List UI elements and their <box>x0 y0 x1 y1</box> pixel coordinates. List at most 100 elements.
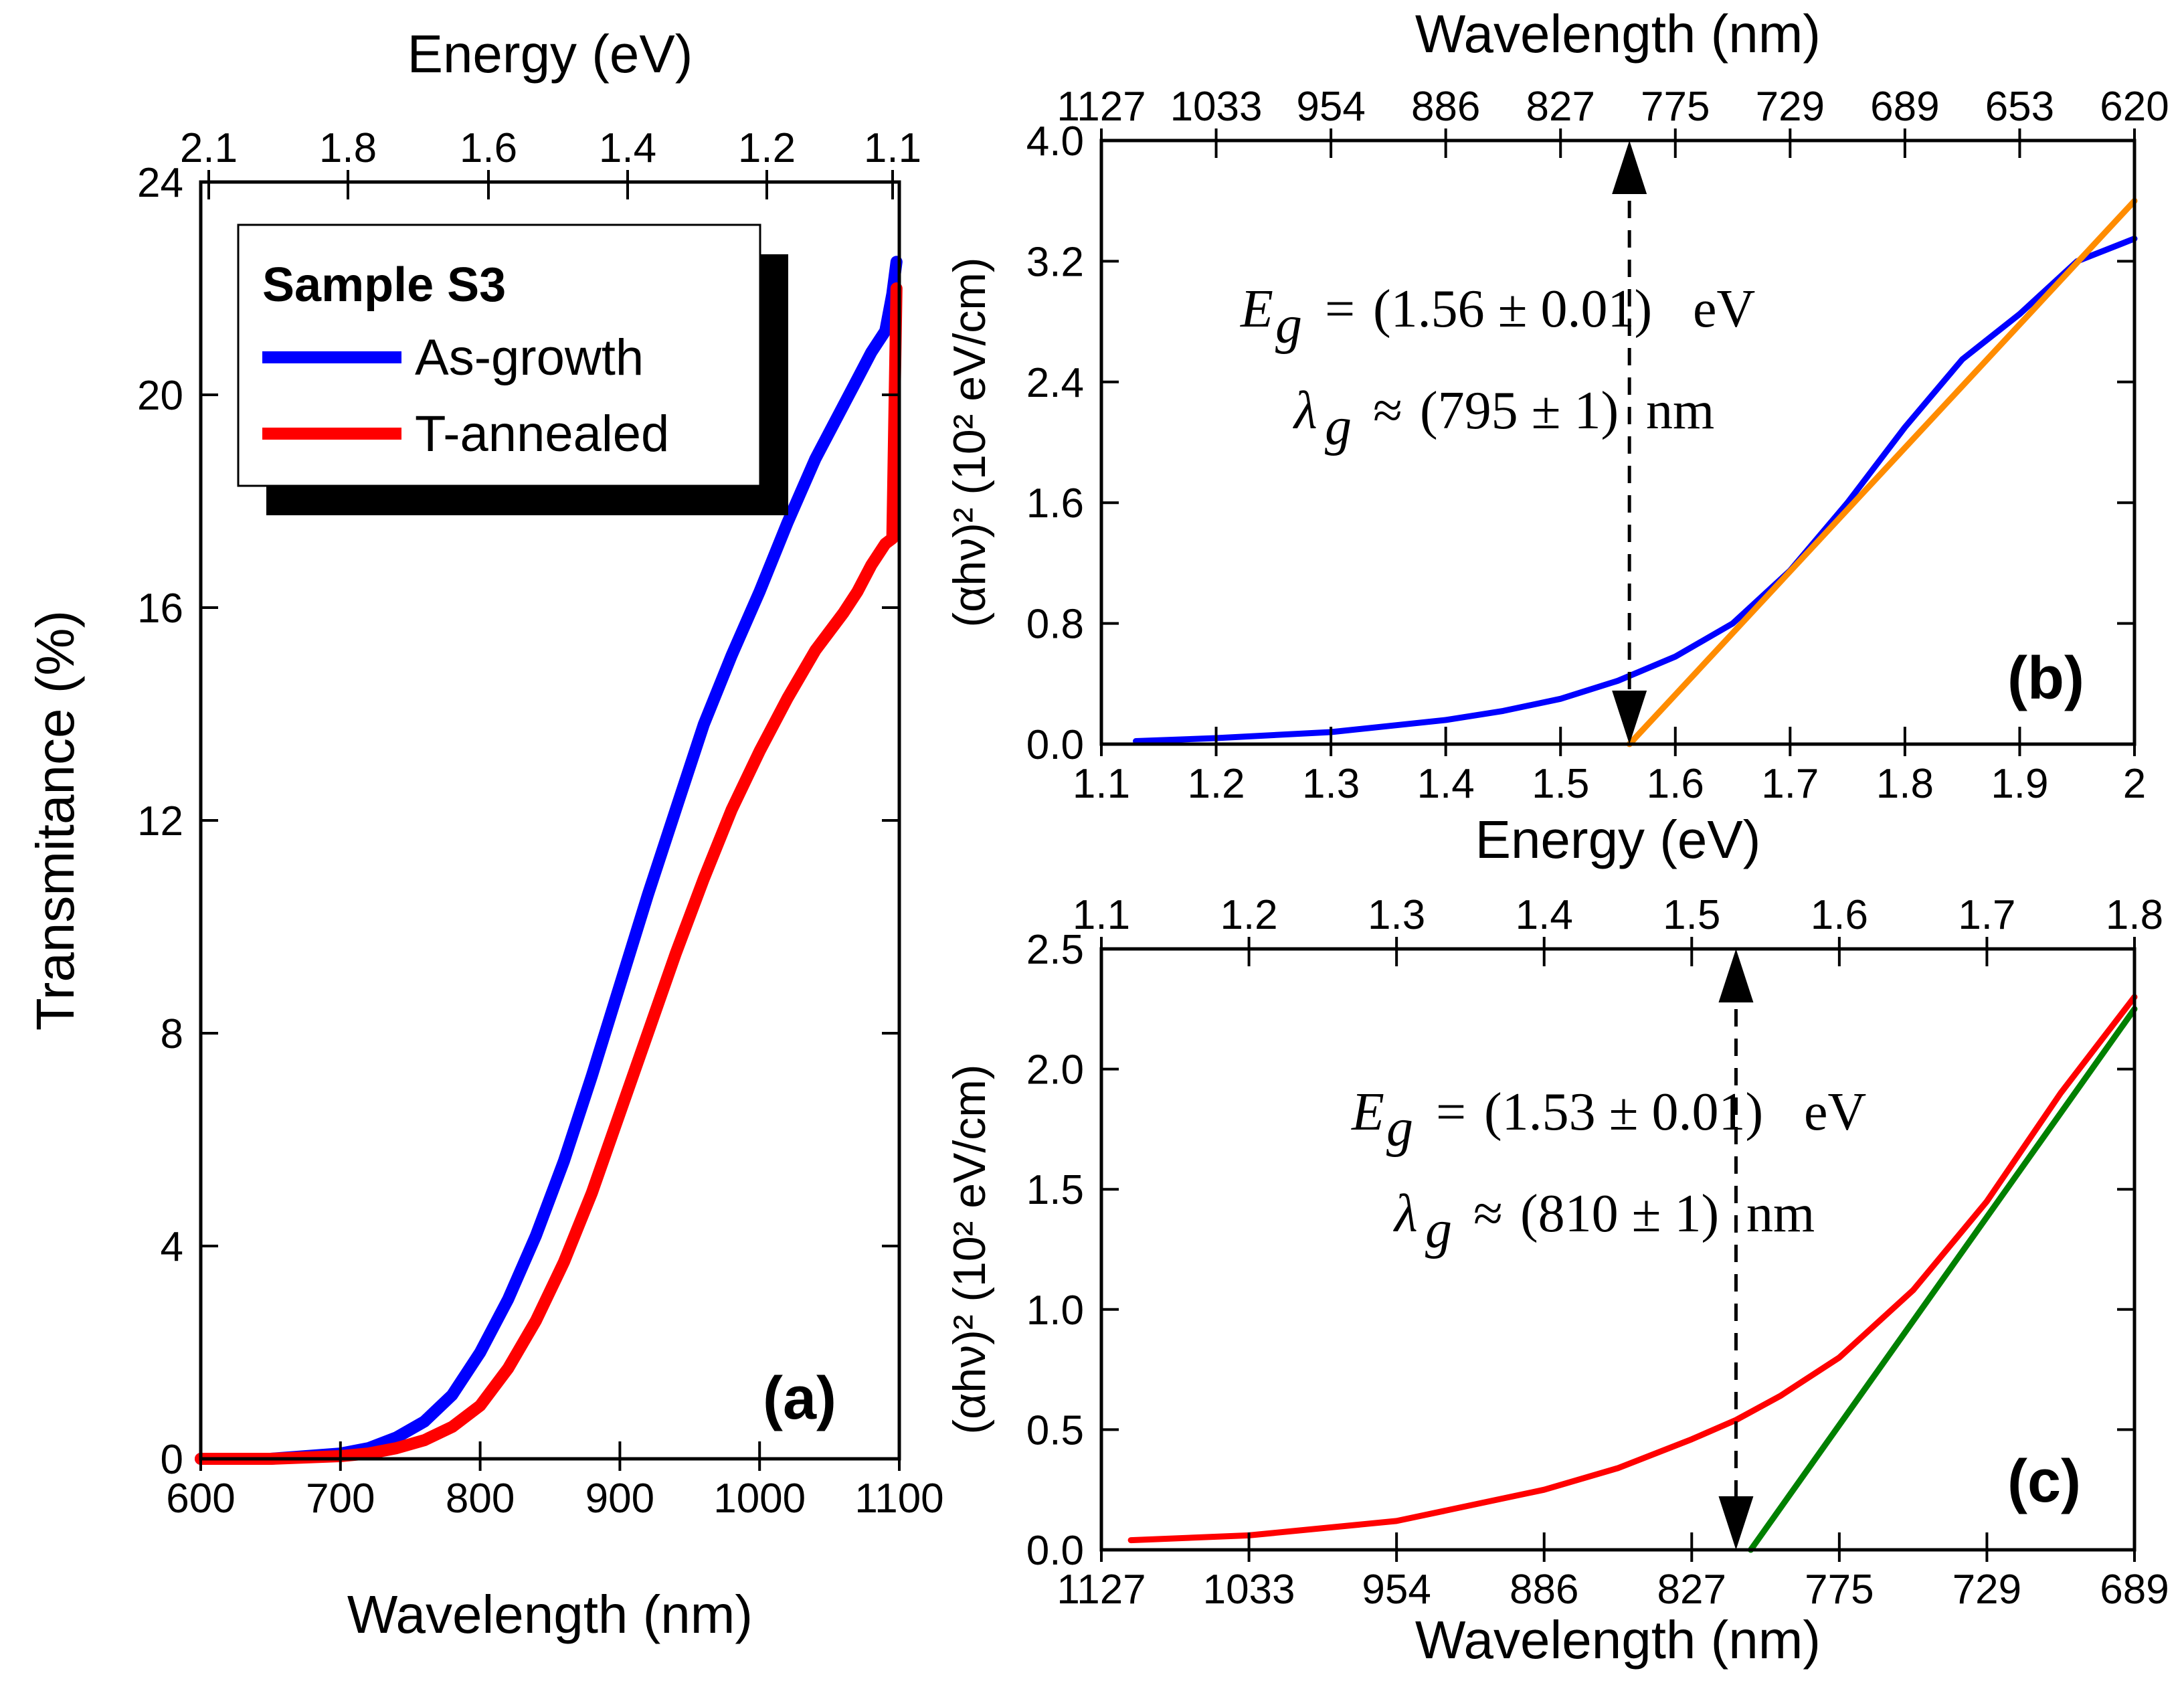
panel-c-y-axis-label: (αhν)² (10² eV/cm) <box>944 1064 995 1434</box>
panel-b-top-tick-label: 653 <box>1985 84 2054 130</box>
panel-a-x-tick-label: 800 <box>446 1476 515 1522</box>
panel-b-eq-wavelength-symbol: λ <box>1293 381 1317 440</box>
panel-b-x-tick-label: 1.2 <box>1187 761 1245 807</box>
panel-c-eq-energy-symbol: E <box>1351 1083 1384 1142</box>
panel-c-top-tick-label: 1.8 <box>2106 892 2163 938</box>
panel-b-y-tick-label: 4.0 <box>1026 118 1084 165</box>
panel-a-y-tick-label: 4 <box>161 1224 183 1270</box>
panel-a-y-tick-label: 24 <box>137 160 183 206</box>
panel-b-top-tick-label: 1127 <box>1057 84 1146 130</box>
panel-c-eq-approx: ≈ <box>1473 1184 1503 1243</box>
panel-c-y-tick-label: 2.5 <box>1026 927 1084 973</box>
panel-a-series-as-growth <box>195 256 903 1465</box>
panel-c-x-tick-label: 1033 <box>1203 1567 1295 1613</box>
panel-b-top-tick-label: 620 <box>2100 84 2169 130</box>
panel-b-series-group <box>1133 197 2138 747</box>
panel-a-top-tick-label: 2.1 <box>180 125 238 171</box>
panel-b-y-tick-label: 1.6 <box>1026 480 1084 527</box>
panel-b-x-tick-label: 1.3 <box>1302 761 1360 807</box>
panel-c-x-tick-label: 689 <box>2100 1567 2169 1613</box>
panel-c-top-tick-label: 1.4 <box>1516 892 1573 938</box>
panel-b-bandgap-arrow <box>1612 141 1647 744</box>
panel-a-x-tick-label: 700 <box>306 1476 375 1522</box>
panel-c-frame <box>1099 947 2136 1552</box>
panel-b-y-tick-label: 2.4 <box>1026 360 1084 406</box>
panel-c-x-tick-label: 775 <box>1805 1567 1874 1613</box>
panel-b-top-tick-label: 1033 <box>1170 84 1263 130</box>
panel-c-series-group <box>1127 994 2138 1553</box>
panel-c-x-tick-label: 886 <box>1510 1567 1578 1613</box>
panel-c-top-tick-label: 1.6 <box>1811 892 1868 938</box>
panel-b-ticks: 1.1 1.2 1.3 1.4 1.5 1.6 1.7 1.8 1.9 2 0.0 0.8 1.6 2.4… <box>1026 84 2169 807</box>
panel-b-top-tick-label: 689 <box>1870 84 1939 130</box>
panel-a-top-tick-label: 1.6 <box>460 125 517 171</box>
panel-c-eq-wavelength-subscript: g <box>1425 1201 1452 1259</box>
panel-b-top-axis-label: Wavelength (nm) <box>1415 4 1821 64</box>
panel-c-eq-energy-unit: eV <box>1804 1083 1866 1142</box>
panel-b-x-tick-label: 2 <box>2123 761 2146 807</box>
panel-b-series-fit <box>1626 197 2138 747</box>
panel-c-equation-energy: E g = (1.53 ± 0.01) eV <box>1351 1083 1866 1158</box>
panel-c-eq-energy-value: (1.53 ± 0.01) <box>1484 1083 1763 1142</box>
panel-c-top-tick-label: 1.3 <box>1368 892 1425 938</box>
panel-a-ticks: 600 700 800 900 1000 1100 0 4 8 12 16 20 242.1 1.8 1.6… <box>137 125 944 1522</box>
panel-a-top-tick-label: 1.4 <box>599 125 656 171</box>
panel-b-eq-approx: ≈ <box>1373 381 1402 440</box>
panel-b-y-tick-label: 0.8 <box>1026 602 1084 648</box>
panel-b-y-axis-label: (αhν)² (10² eV/cm) <box>944 257 995 627</box>
panel-b-x-axis-label: Energy (eV) <box>1475 810 1761 869</box>
panel-c-eq-wavelength-unit: nm <box>1746 1184 1815 1243</box>
panel-b-arrow-head-down <box>1612 691 1647 744</box>
panel-c-x-tick-label: 1127 <box>1057 1567 1146 1613</box>
panel-b-top-tick-label: 775 <box>1641 84 1710 130</box>
panel-c-y-tick-label: 2.0 <box>1026 1047 1084 1093</box>
panel-c-eq-wavelength-symbol: λ <box>1393 1184 1418 1243</box>
panel-b-x-tick-label: 1.8 <box>1876 761 1934 807</box>
panel-b-eq-wavelength-value: (795 ± 1) <box>1420 381 1619 440</box>
panel-a-y-tick-label: 20 <box>137 373 183 419</box>
panel-b-top-tick-label: 954 <box>1296 84 1365 130</box>
panel-a-y-axis-label: Transmitance (%) <box>25 610 85 1031</box>
panel-c-arrow-head-up <box>1718 949 1754 1002</box>
panel-a-x-tick-label: 1000 <box>713 1476 806 1522</box>
panel-b-y-tick-label: 0.0 <box>1026 722 1084 768</box>
panel-b-x-tick-label: 1.7 <box>1761 761 1819 807</box>
panel-b-series-data <box>1133 236 2138 744</box>
panel-c-series-data <box>1127 994 2138 1544</box>
panel-b-eq-energy-value: (1.56 ± 0.01) <box>1373 280 1652 339</box>
panel-b-eq-wavelength-subscript: g <box>1325 397 1352 456</box>
panel-b-tauc-plot: 1.1 1.2 1.3 1.4 1.5 1.6 1.7 1.8 1.9 2 0.0 0.8 1.6 2.4… <box>944 4 2169 869</box>
panel-b-equation-energy: E g = (1.56 ± 0.01) eV <box>1240 280 1755 355</box>
panel-a-x-axis-label: Wavelength (nm) <box>347 1585 753 1644</box>
legend-title: Sample S3 <box>262 258 506 312</box>
panel-b-y-tick-label: 3.2 <box>1026 239 1084 285</box>
panel-b-frame <box>1099 139 2136 746</box>
panel-c-eq-energy-subscript: g <box>1386 1099 1413 1158</box>
panel-c-x-tick-label: 827 <box>1657 1567 1726 1613</box>
panel-c-bandgap-arrow <box>1718 949 1754 1550</box>
panel-c-equation-wavelength: λ g ≈ (810 ± 1) nm <box>1393 1184 1815 1259</box>
panel-b-equation-wavelength: λ g ≈ (795 ± 1) nm <box>1293 381 1714 456</box>
panel-b-x-tick-label: 1.6 <box>1647 761 1704 807</box>
panel-b-top-tick-label: 886 <box>1411 84 1480 130</box>
panel-c-ticks: 1127 1033 954 886 827 775 729 689 0.0 0.5 1.0 1.5 2.… <box>1026 892 2169 1613</box>
panel-b-x-tick-label: 1.9 <box>1991 761 2048 807</box>
panel-a-y-tick-label: 16 <box>137 586 183 632</box>
panel-b-eq-wavelength-unit: nm <box>1646 381 1714 440</box>
panel-c-eq-equals: = <box>1436 1083 1466 1142</box>
panel-b-eq-energy-subscript: g <box>1275 296 1302 355</box>
panel-c-eq-wavelength-value: (810 ± 1) <box>1520 1184 1719 1243</box>
panel-c-top-tick-label: 1.1 <box>1073 892 1130 938</box>
panel-a-series-group <box>195 256 903 1465</box>
panel-c-arrow-head-down <box>1718 1496 1754 1550</box>
panel-a-top-tick-label: 1.2 <box>738 125 796 171</box>
panel-c-y-tick-label: 0.5 <box>1026 1407 1084 1453</box>
panel-a-series-t-annealed <box>195 282 903 1465</box>
panel-a-top-tick-label: 1.8 <box>319 125 377 171</box>
panel-c-top-tick-label: 1.5 <box>1663 892 1720 938</box>
panel-b-top-tick-label: 827 <box>1526 84 1595 130</box>
panel-a-y-tick-label: 8 <box>161 1011 183 1057</box>
panel-b-eq-energy-symbol: E <box>1240 280 1273 339</box>
panel-a-y-tick-label: 0 <box>161 1437 183 1483</box>
panel-b-eq-equals: = <box>1325 280 1355 339</box>
